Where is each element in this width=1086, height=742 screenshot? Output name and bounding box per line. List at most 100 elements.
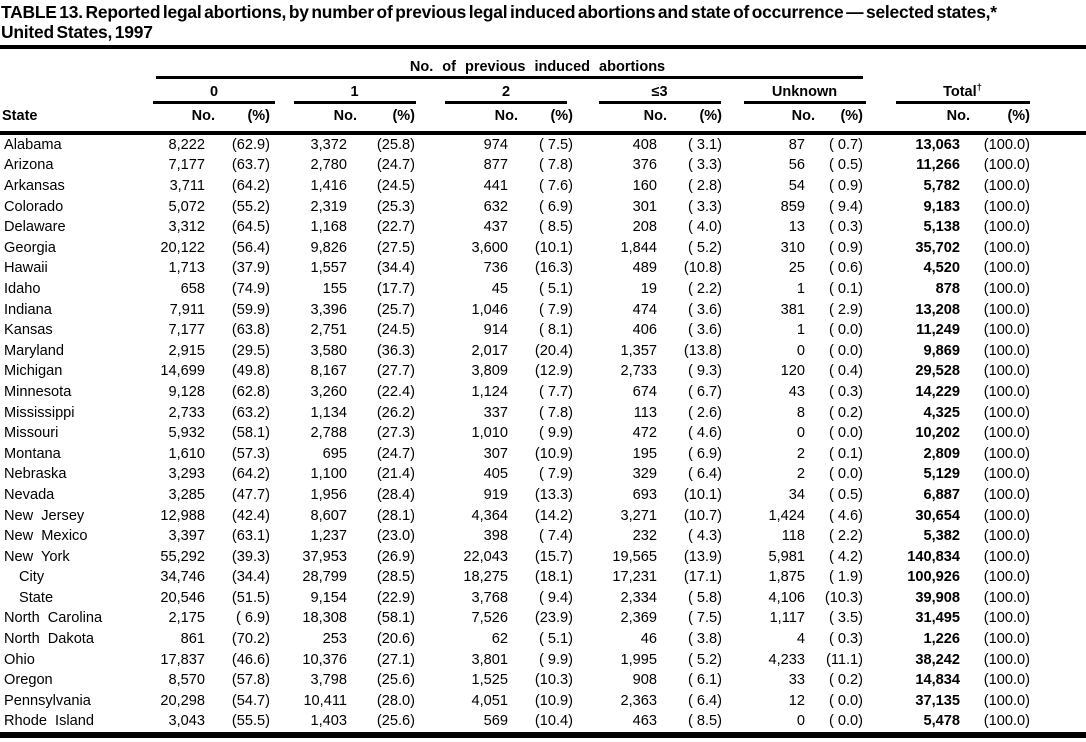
group-label: 1 <box>350 83 359 100</box>
percent-cell: (74.9) <box>231 280 270 297</box>
percent-cell: ( 0.5) <box>828 486 863 503</box>
percent-cell: (10.3) <box>824 589 863 606</box>
percent-cell: (21.4) <box>376 466 415 483</box>
table-row: Michigan 14,699 (49.8) 8,167 (27.7) 3,809 (12.… <box>0 361 1086 382</box>
count-cell: 4,051 <box>471 692 508 709</box>
count-cell: 20,546 <box>160 589 205 606</box>
percent-cell: ( 3.6) <box>687 301 722 318</box>
percent-cell: (37.9) <box>231 260 270 277</box>
group-label: Total <box>943 83 977 100</box>
state-name-cell: Minnesota <box>4 383 72 400</box>
count-cell: 20,122 <box>160 239 205 256</box>
percent-cell: ( 2.8) <box>687 178 722 195</box>
percent-cell: ( 0.0) <box>828 692 863 709</box>
count-cell: 100,926 <box>907 569 960 586</box>
percent-cell: (23.9) <box>534 610 573 627</box>
pct-column-header: (%) <box>205 103 270 135</box>
group-gap <box>1030 79 1086 104</box>
count-cell: 4 <box>796 631 805 648</box>
table-title: TABLE 13. Reported legal abortions, by n… <box>0 0 1086 42</box>
row-end-spacer <box>1030 711 1086 735</box>
percent-cell: (70.2) <box>231 631 270 648</box>
pct-column-header: (%) <box>347 103 415 135</box>
percent-cell: (22.4) <box>376 383 415 400</box>
count-cell: 3,711 <box>169 178 205 195</box>
count-cell: 7,911 <box>169 301 205 318</box>
count-cell: 337 <box>483 404 508 421</box>
percent-cell: (57.8) <box>231 672 270 689</box>
count-cell: 2,363 <box>620 692 657 709</box>
table-row: Minnesota 9,128 (62.8) 3,260 (22.4) 1,124 ( 7.… <box>0 382 1086 403</box>
percent-cell: ( 9.9) <box>538 425 573 442</box>
count-cell: 569 <box>483 713 508 730</box>
state-name-cell: Maryland <box>4 342 65 359</box>
percent-cell: (55.2) <box>231 198 270 215</box>
count-cell: 54 <box>788 178 805 195</box>
count-cell: 55,292 <box>160 548 205 565</box>
count-cell: 5,478 <box>923 713 960 730</box>
count-cell: 1,956 <box>310 486 347 503</box>
row-end-spacer <box>1030 403 1086 424</box>
count-cell: 10,202 <box>915 425 960 442</box>
percent-cell: (63.8) <box>231 322 270 339</box>
percent-cell: (100.0) <box>983 548 1030 565</box>
percent-cell: (24.5) <box>376 322 415 339</box>
percent-cell: (25.8) <box>376 136 415 153</box>
count-cell: 2 <box>796 445 805 462</box>
state-name-cell: Nevada <box>4 486 55 503</box>
count-cell: 118 <box>781 528 805 545</box>
count-cell: 11,249 <box>916 322 960 339</box>
count-cell: 6,887 <box>923 486 960 503</box>
percent-cell: (100.0) <box>983 260 1030 277</box>
percent-cell: (25.6) <box>376 713 415 730</box>
group-header-row: 0 1 2 ≤3 Unknown Total† <box>0 79 1086 104</box>
percent-cell: (13.3) <box>534 486 573 503</box>
count-cell: 8,167 <box>310 363 347 380</box>
state-name-cell: City <box>19 569 45 586</box>
state-name-cell: New Jersey <box>4 507 85 524</box>
percent-cell: ( 9.3) <box>687 363 722 380</box>
percent-cell: (63.2) <box>231 404 270 421</box>
percent-cell: ( 1.9) <box>828 569 863 586</box>
percent-cell: (100.0) <box>983 322 1030 339</box>
percent-cell: (56.4) <box>231 239 270 256</box>
group-header-le3: ≤3 <box>573 79 722 104</box>
count-cell: 3,293 <box>168 466 205 483</box>
count-cell: 658 <box>180 280 205 297</box>
count-cell: 2,751 <box>310 322 347 339</box>
count-cell: 919 <box>483 486 508 503</box>
state-name-cell: Idaho <box>4 280 41 297</box>
percent-cell: (26.9) <box>376 548 415 565</box>
count-cell: 405 <box>483 466 508 483</box>
count-cell: 381 <box>780 301 805 318</box>
count-cell: 33 <box>788 672 805 689</box>
table-row: Arizona 7,177 (63.7) 2,780 (24.7) 877 ( 7.8) 37… <box>0 155 1086 176</box>
group-header-2: 2 <box>415 79 573 104</box>
count-cell: 2,733 <box>620 363 657 380</box>
count-cell: 736 <box>483 260 508 277</box>
count-cell: 1 <box>796 280 805 297</box>
percent-cell: (100.0) <box>983 219 1030 236</box>
percent-cell: (100.0) <box>983 157 1030 174</box>
count-cell: 463 <box>632 713 657 730</box>
percent-cell: (36.3) <box>376 342 415 359</box>
percent-cell: (10.8) <box>683 260 722 277</box>
percent-cell: (28.5) <box>376 569 415 586</box>
row-end-spacer <box>1030 238 1086 259</box>
state-name-cell: Georgia <box>4 239 56 256</box>
count-cell: 4,520 <box>923 260 960 277</box>
table-row: New York 55,292 (39.3) 37,953 (26.9) 22,043 (1… <box>0 547 1086 568</box>
count-cell: 5,382 <box>923 528 960 545</box>
count-cell: 1,610 <box>168 445 205 462</box>
count-cell: 12 <box>788 692 805 709</box>
count-cell: 1,117 <box>769 610 805 627</box>
count-cell: 19,565 <box>612 548 657 565</box>
count-cell: 1,134 <box>310 404 347 421</box>
percent-cell: ( 6.4) <box>687 692 722 709</box>
percent-cell: (51.5) <box>231 589 270 606</box>
percent-cell: (39.3) <box>231 548 270 565</box>
count-cell: 34 <box>788 486 805 503</box>
percent-cell: (57.3) <box>231 445 270 462</box>
table-row: North Carolina 2,175 ( 6.9) 18,308 (58.1) 7,5… <box>0 608 1086 629</box>
